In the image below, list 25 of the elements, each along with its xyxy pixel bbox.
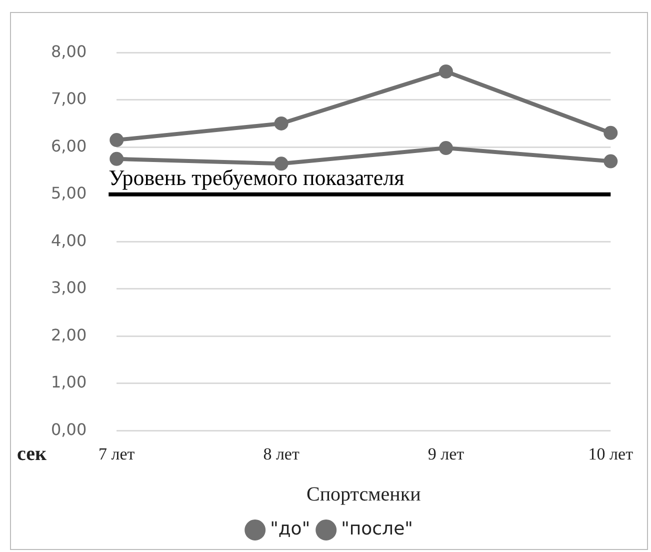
point <box>438 141 453 156</box>
legend-label: "до" <box>270 518 310 540</box>
point <box>604 126 618 140</box>
point <box>274 116 288 130</box>
y-tick-label: 7,00 <box>51 89 87 108</box>
y-tick-label: 6,00 <box>51 136 87 156</box>
x-tick-label: 9 лет <box>428 444 465 464</box>
point <box>110 152 124 166</box>
ref-line-label: Уровень требуемого показателя <box>108 165 404 190</box>
y-tick-label: 4,00 <box>51 230 87 250</box>
x-tick-label: 8 лет <box>263 444 300 464</box>
y-tick-label: 3,00 <box>51 278 87 298</box>
y-tick-label: 1,00 <box>51 372 87 392</box>
point <box>438 64 453 78</box>
y-tick-label: 0,00 <box>51 420 87 439</box>
x-tick-label: 10 лет <box>588 444 634 464</box>
y-tick-label: 8,00 <box>51 42 87 61</box>
y-tick-label: 2,00 <box>51 325 87 344</box>
point <box>110 133 124 148</box>
legend-label: "после" <box>341 518 413 540</box>
point <box>604 154 618 168</box>
x-tick-label: 7 лет <box>98 444 136 464</box>
y-tick-label: 5,00 <box>51 184 87 203</box>
x-axis-title: Спортсменки <box>306 483 422 506</box>
y-axis-title: сек <box>17 442 47 465</box>
